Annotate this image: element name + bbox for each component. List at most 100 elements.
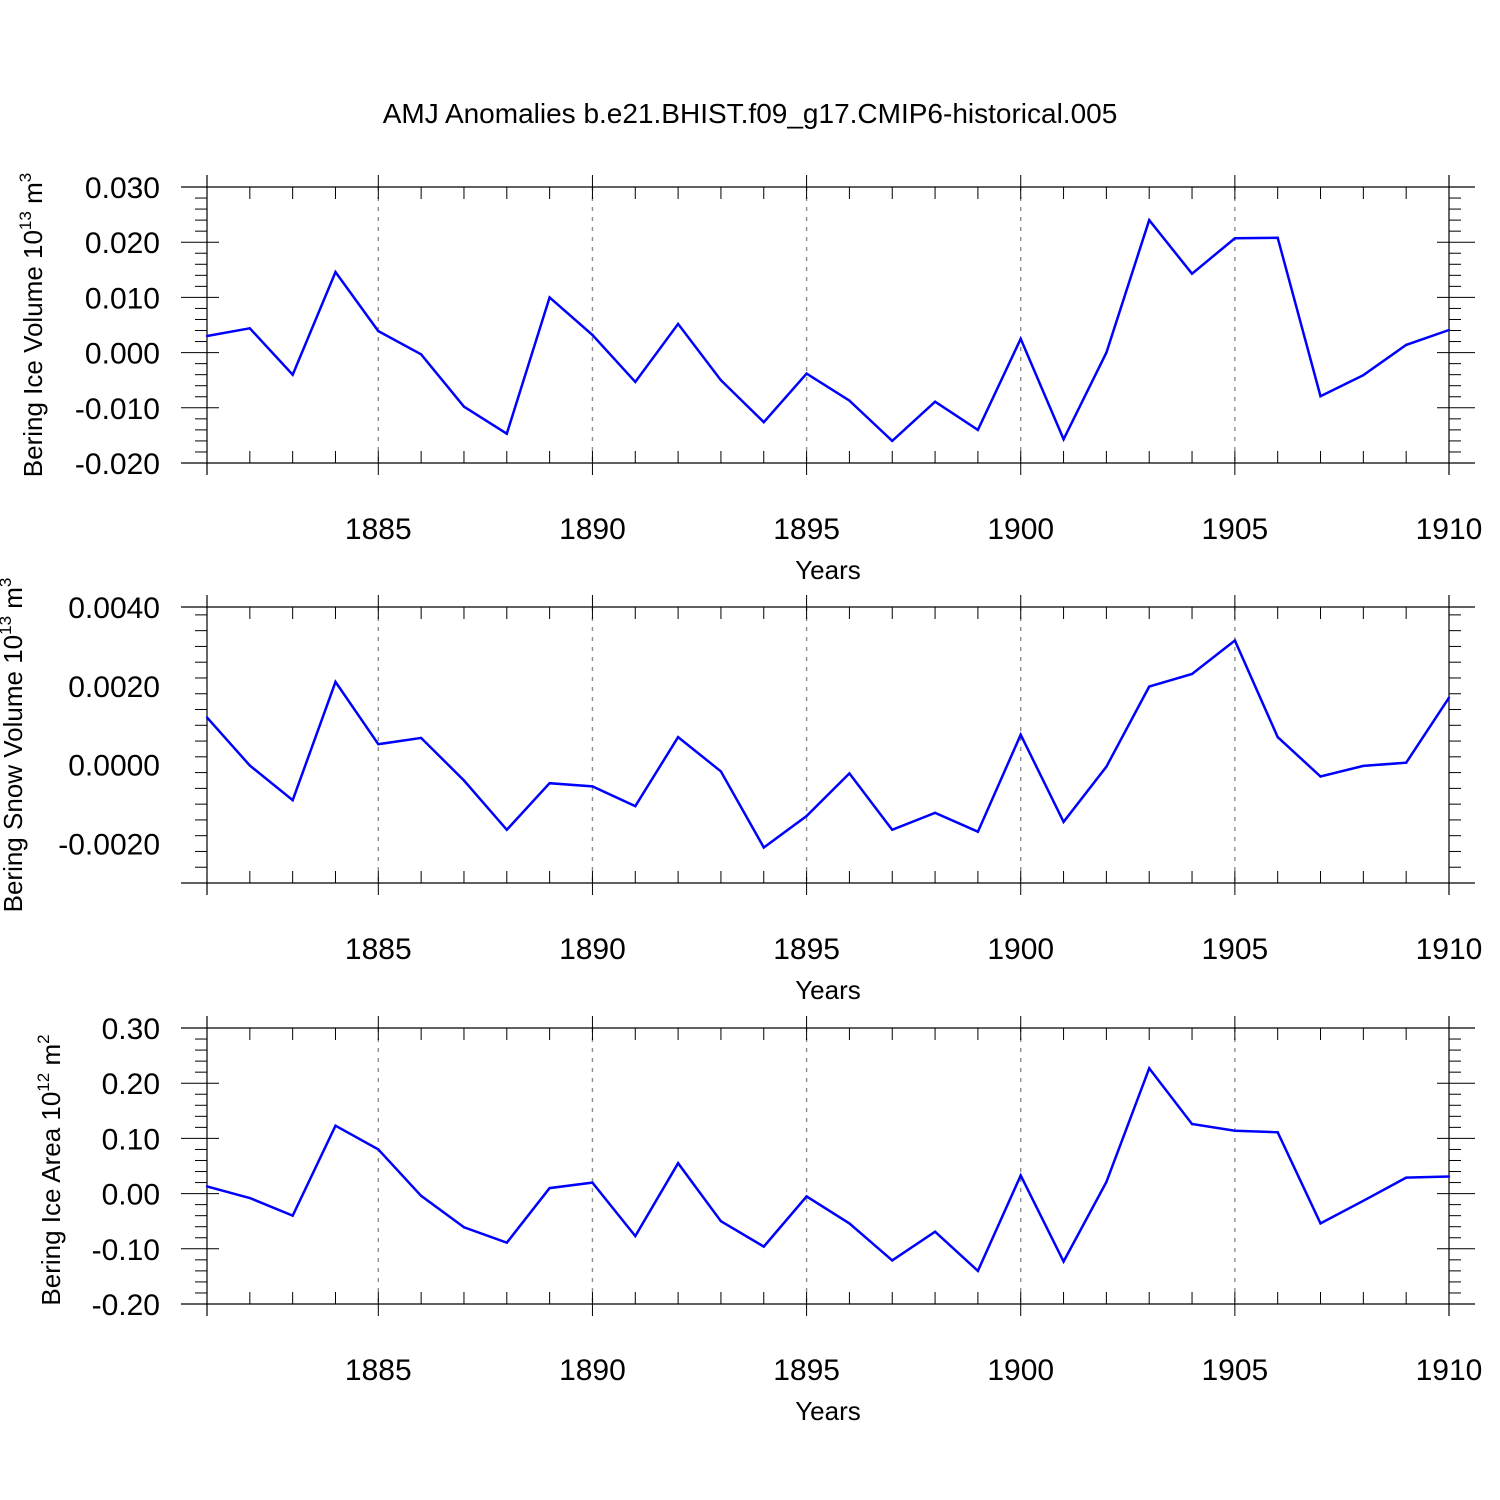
y-tick-label: 0.00 bbox=[102, 1179, 160, 1212]
data-point bbox=[805, 372, 808, 375]
data-point bbox=[1148, 218, 1151, 222]
data-point bbox=[634, 804, 637, 808]
data-point bbox=[1276, 735, 1279, 739]
data-point bbox=[634, 380, 637, 384]
y-axis-label: Bering Ice Volume 1013 m3 bbox=[16, 173, 48, 477]
y-tick-label: 0.30 bbox=[102, 1013, 160, 1046]
data-point bbox=[248, 1196, 252, 1200]
data-point bbox=[1319, 775, 1322, 778]
data-point bbox=[1062, 1260, 1065, 1263]
data-point bbox=[462, 405, 466, 408]
data-point bbox=[1190, 272, 1194, 275]
data-point bbox=[548, 296, 551, 299]
data-point bbox=[848, 1222, 851, 1225]
data-point bbox=[1019, 337, 1022, 340]
data-point bbox=[805, 814, 808, 818]
data-point bbox=[1062, 438, 1065, 441]
series-line bbox=[206, 638, 1451, 850]
data-point bbox=[1019, 733, 1022, 736]
panel-2: -0.0020 0.0000 0.0020 0.0040 1885 1890 1895 190… bbox=[0, 578, 1482, 1005]
data-point bbox=[805, 1195, 808, 1198]
data-point bbox=[1404, 1176, 1408, 1179]
chart-title: AMJ Anomalies b.e21.BHIST.f09_g17.CMIP6-… bbox=[383, 98, 1118, 129]
x-axis-label: Years bbox=[795, 1396, 861, 1426]
series-line bbox=[206, 1065, 1450, 1273]
y-tick-label: 0.020 bbox=[85, 227, 160, 260]
data-point bbox=[205, 1185, 209, 1188]
x-tick-label: 1895 bbox=[773, 1354, 840, 1387]
data-point bbox=[933, 1230, 937, 1233]
x-tick-label: 1910 bbox=[1416, 933, 1483, 966]
y-tick-label: 0.000 bbox=[85, 338, 160, 371]
data-point bbox=[976, 428, 980, 432]
data-point bbox=[891, 828, 894, 831]
data-point bbox=[1190, 1122, 1194, 1126]
data-point bbox=[591, 785, 594, 788]
x-tick-label: 1885 bbox=[345, 513, 412, 546]
y-axis-label: Bering Ice Area 1012 m2 bbox=[34, 1034, 66, 1305]
x-tick-label: 1910 bbox=[1416, 513, 1483, 546]
data-point bbox=[377, 329, 380, 333]
data-point bbox=[933, 400, 937, 403]
data-point bbox=[1319, 1222, 1322, 1225]
data-point bbox=[1233, 639, 1237, 642]
data-point bbox=[291, 799, 294, 802]
data-point bbox=[762, 1245, 765, 1248]
data-point bbox=[719, 770, 723, 773]
data-point bbox=[205, 334, 209, 338]
data-point bbox=[762, 420, 765, 424]
y-tick-label: -0.010 bbox=[75, 393, 160, 426]
data-point bbox=[334, 270, 337, 274]
data-point bbox=[248, 764, 252, 767]
data-point bbox=[719, 379, 723, 382]
x-tick-label: 1905 bbox=[1201, 1354, 1268, 1387]
panel-3: -0.20 -0.10 0.00 0.10 0.20 0.30 1885 1890 1895 19… bbox=[34, 1013, 1482, 1426]
x-axis-label: Years bbox=[795, 555, 861, 585]
data-point bbox=[419, 353, 423, 356]
data-point bbox=[377, 743, 380, 746]
y-tick-label: -0.10 bbox=[92, 1234, 160, 1267]
data-point bbox=[1362, 764, 1365, 768]
data-point bbox=[505, 1241, 508, 1244]
data-point bbox=[291, 373, 294, 376]
data-point bbox=[462, 779, 466, 782]
y-tick-label: 0.030 bbox=[85, 172, 160, 205]
data-point bbox=[1019, 1174, 1022, 1177]
data-point bbox=[1276, 236, 1279, 239]
data-point bbox=[976, 830, 980, 833]
data-point bbox=[1105, 1180, 1108, 1184]
series-line bbox=[206, 217, 1450, 443]
data-point bbox=[1062, 820, 1065, 824]
data-point bbox=[462, 1226, 466, 1229]
data-point bbox=[719, 1220, 723, 1223]
data-point bbox=[1447, 696, 1451, 699]
data-point bbox=[505, 828, 508, 831]
x-tick-label: 1900 bbox=[987, 513, 1054, 546]
y-tick-label: 0.0020 bbox=[68, 671, 160, 704]
data-point bbox=[548, 782, 551, 785]
x-tick-label: 1890 bbox=[559, 933, 626, 966]
data-point bbox=[634, 1234, 637, 1238]
y-tick-label: -0.20 bbox=[92, 1289, 160, 1322]
y-tick-label: 0.20 bbox=[102, 1068, 160, 1101]
data-point bbox=[676, 1162, 680, 1165]
x-tick-label: 1910 bbox=[1416, 1354, 1483, 1387]
data-point bbox=[1276, 1131, 1279, 1134]
data-point bbox=[1319, 395, 1322, 398]
x-tick-label: 1895 bbox=[773, 513, 840, 546]
data-point bbox=[419, 1194, 423, 1198]
data-point bbox=[1404, 343, 1408, 347]
x-tick-label: 1900 bbox=[987, 1354, 1054, 1387]
data-point bbox=[1362, 1199, 1365, 1202]
data-point bbox=[334, 680, 337, 684]
y-tick-label: 0.0000 bbox=[68, 750, 160, 783]
data-point bbox=[848, 399, 851, 402]
y-axis-label: Bering Snow Volume 1013 m3 bbox=[0, 578, 28, 913]
data-point bbox=[676, 735, 680, 739]
data-point bbox=[548, 1186, 551, 1190]
data-point bbox=[976, 1269, 980, 1273]
data-point bbox=[933, 811, 937, 815]
data-point bbox=[1105, 765, 1108, 768]
x-tick-label: 1905 bbox=[1201, 513, 1268, 546]
